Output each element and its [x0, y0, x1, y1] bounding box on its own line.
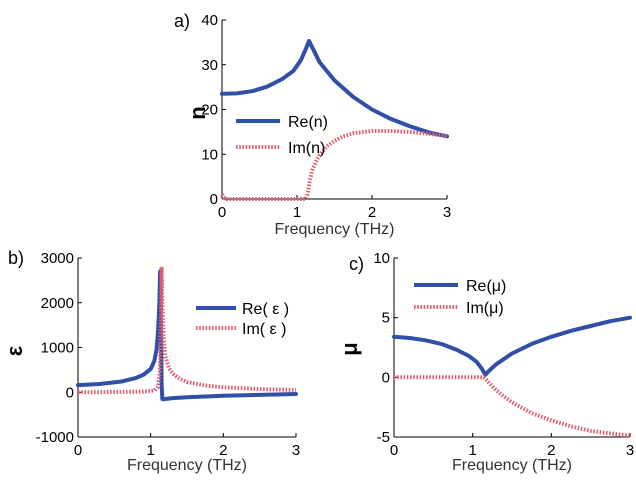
- x-tick-label: 3: [626, 442, 634, 459]
- x-axis-label: Frequency (THz): [452, 457, 572, 474]
- y-tick-label: 10: [373, 250, 390, 267]
- legend-label-1: Re(μ): [466, 278, 506, 295]
- legend: Re( ε ) Im( ε ): [196, 301, 289, 338]
- x-tick-label: 0: [74, 442, 82, 459]
- y-tick-label: -5: [377, 429, 390, 446]
- panel-label: c): [349, 254, 364, 274]
- panel-label: a): [174, 11, 190, 31]
- x-tick-label: 2: [219, 442, 227, 459]
- x-tick-label: 2: [547, 442, 555, 459]
- x-tick-label: 1: [468, 442, 476, 459]
- y-tick-label: -1000: [36, 429, 74, 446]
- x-axis-label: Frequency (THz): [274, 221, 394, 238]
- legend-label-2: Im( ε ): [242, 321, 286, 338]
- y-tick-label: 0: [210, 191, 218, 208]
- series-line-2: [77, 265, 297, 395]
- legend: Re(n) Im(n): [236, 114, 328, 157]
- y-tick-label: 0: [382, 369, 390, 386]
- legend-label-1: Re(n): [288, 114, 328, 131]
- y-tick-label: 3000: [41, 250, 74, 267]
- x-tick-label: 3: [443, 204, 451, 221]
- series-line-2: [220, 129, 448, 201]
- y-tick-label: 30: [201, 57, 218, 74]
- y-axis-label: μ: [337, 342, 362, 355]
- x-tick-label: 2: [368, 204, 376, 221]
- x-tick-label: 1: [293, 204, 301, 221]
- series-line-1: [392, 315, 632, 377]
- x-tick-label: 0: [218, 204, 226, 221]
- legend: Re(μ) Im(μ): [414, 278, 506, 317]
- x-tick-label: 1: [146, 442, 154, 459]
- x-tick-label: 0: [390, 442, 398, 459]
- y-tick-label: 5: [382, 310, 390, 327]
- panel-label: b): [8, 248, 24, 268]
- legend-label-2: Im(n): [288, 140, 325, 157]
- series-line-1: [220, 39, 449, 139]
- legend-label-2: Im(μ): [466, 300, 504, 317]
- y-axis-label: n: [185, 106, 210, 119]
- y-tick-label: 2000: [41, 295, 74, 312]
- y-tick-label: 40: [201, 12, 218, 29]
- legend-label-1: Re( ε ): [242, 301, 289, 318]
- y-tick-label: 20: [201, 102, 218, 119]
- x-axis-label: Frequency (THz): [127, 457, 247, 474]
- y-tick-label: 1000: [41, 340, 74, 357]
- y-tick-label: 0: [66, 384, 74, 401]
- series-line-2: [394, 375, 631, 438]
- x-tick-label: 3: [292, 442, 300, 459]
- y-axis-label: ε: [2, 345, 27, 356]
- y-tick-label: 10: [201, 146, 218, 163]
